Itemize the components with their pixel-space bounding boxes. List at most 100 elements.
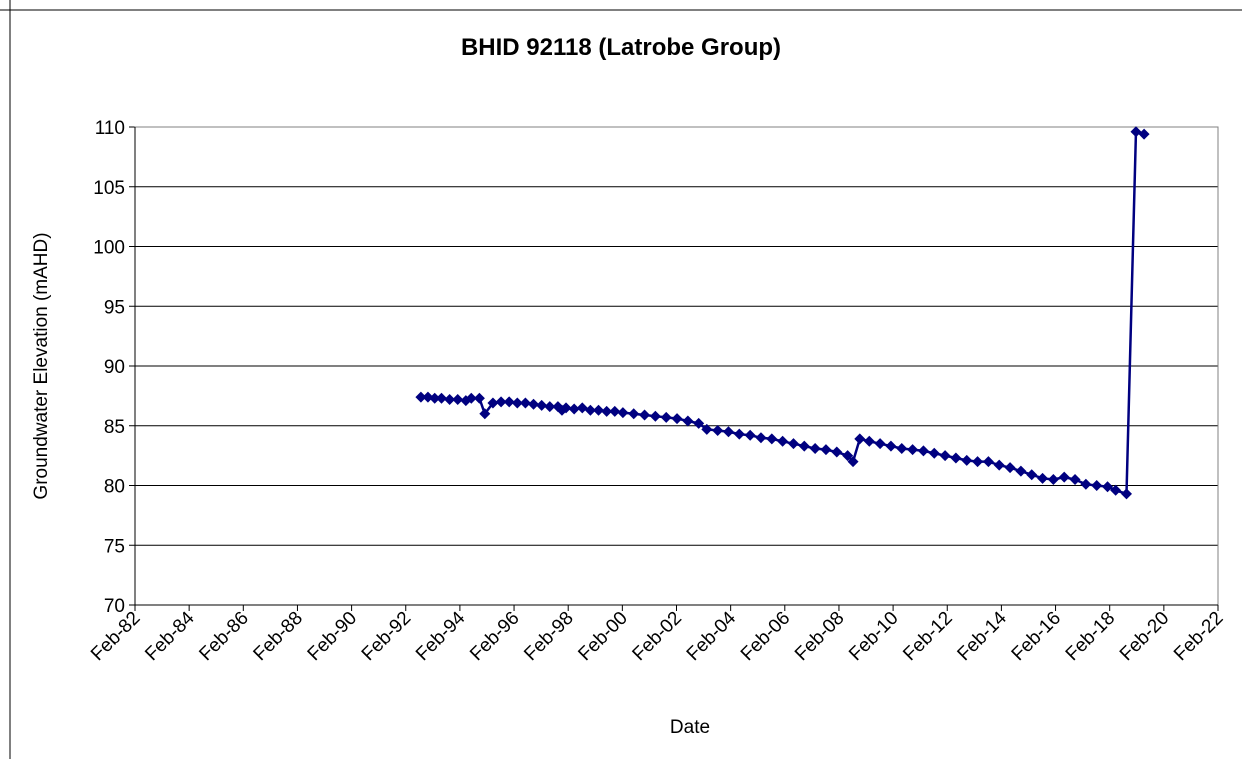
- data-point: [950, 452, 962, 464]
- data-point: [1102, 481, 1114, 493]
- data-point: [972, 456, 984, 468]
- x-tick-label: Feb-90: [304, 608, 361, 665]
- data-point: [885, 440, 897, 452]
- data-point: [993, 459, 1005, 471]
- y-tick-label: 105: [93, 178, 125, 199]
- data-point: [917, 445, 929, 457]
- x-tick-label: Feb-16: [1008, 608, 1065, 665]
- y-tick-label: 90: [104, 357, 125, 378]
- data-point: [766, 433, 778, 445]
- data-point: [1015, 465, 1027, 477]
- y-tick-label: 70: [104, 596, 125, 617]
- x-tick-label: Feb-92: [358, 608, 415, 665]
- data-point: [1110, 484, 1122, 496]
- data-point: [1120, 488, 1132, 500]
- x-tick-label: Feb-96: [466, 608, 523, 665]
- x-tick-label: Feb-04: [683, 607, 741, 665]
- y-tick-label: 75: [104, 536, 125, 557]
- data-point: [787, 438, 799, 450]
- y-tick-label: 85: [104, 417, 125, 438]
- data-point: [693, 417, 705, 429]
- data-point: [487, 397, 499, 409]
- x-tick-label: Feb-14: [954, 607, 1012, 665]
- data-point: [1047, 474, 1059, 486]
- data-point: [511, 397, 523, 409]
- data-point: [1069, 474, 1081, 486]
- x-tick-label: Feb-84: [141, 607, 199, 665]
- data-point: [576, 402, 588, 414]
- data-point: [961, 454, 973, 466]
- data-point: [831, 446, 843, 458]
- data-point: [452, 393, 464, 405]
- data-point: [896, 442, 908, 454]
- data-point: [617, 407, 629, 419]
- data-point: [733, 428, 745, 440]
- y-tick-label: 95: [104, 297, 125, 318]
- x-tick-label: Feb-12: [899, 608, 956, 665]
- data-point: [842, 450, 854, 462]
- data-point: [422, 391, 434, 403]
- data-point: [847, 456, 859, 468]
- data-point: [435, 392, 447, 404]
- data-point: [503, 396, 515, 408]
- data-point: [584, 404, 596, 416]
- data-point: [1091, 480, 1103, 491]
- x-tick-label: Feb-00: [574, 608, 631, 665]
- x-tick-label: Feb-08: [791, 608, 848, 665]
- data-point: [874, 438, 886, 450]
- data-point: [649, 410, 661, 422]
- data-point: [722, 426, 734, 438]
- data-point: [444, 393, 456, 405]
- x-tick-label: Feb-94: [412, 607, 470, 665]
- y-tick-label: 100: [93, 238, 125, 259]
- data-point: [777, 435, 789, 447]
- y-tick-label: 80: [104, 477, 125, 498]
- data-point: [415, 391, 427, 403]
- data-point: [628, 408, 640, 420]
- data-point: [863, 435, 875, 447]
- data-point: [1138, 128, 1150, 140]
- data-point: [495, 396, 507, 408]
- data-point: [744, 429, 756, 441]
- x-tick-label: Feb-88: [250, 608, 307, 665]
- data-point: [682, 415, 694, 427]
- data-point: [854, 433, 866, 445]
- x-tick-label: Feb-86: [195, 608, 252, 665]
- data-point: [429, 392, 441, 404]
- data-point: [1080, 478, 1092, 490]
- data-point: [601, 405, 613, 417]
- x-tick-label: Feb-06: [737, 608, 794, 665]
- data-point: [519, 397, 531, 409]
- x-tick-label: Feb-22: [1170, 608, 1227, 665]
- data-point: [755, 432, 767, 444]
- data-point: [544, 401, 556, 413]
- data-point: [560, 402, 572, 414]
- x-tick-label: Feb-98: [520, 608, 577, 665]
- data-point: [1026, 469, 1038, 481]
- data-point: [536, 399, 548, 411]
- data-point: [660, 411, 672, 423]
- data-point: [473, 392, 485, 404]
- data-point: [982, 456, 994, 468]
- x-tick-label: Feb-20: [1116, 608, 1173, 665]
- y-tick-label: 110: [95, 118, 125, 139]
- data-point: [465, 392, 477, 404]
- x-axis-label: Date: [670, 717, 710, 738]
- data-point: [1037, 472, 1049, 484]
- data-point: [701, 423, 713, 435]
- chart-title: BHID 92118 (Latrobe Group): [461, 34, 781, 61]
- data-point: [798, 440, 810, 452]
- data-point: [528, 398, 540, 410]
- data-point: [593, 404, 605, 416]
- x-tick-label: Feb-02: [629, 608, 686, 665]
- data-point: [568, 403, 580, 415]
- data-point: [1004, 462, 1016, 474]
- data-point: [1058, 471, 1070, 483]
- x-tick-label: Feb-18: [1062, 608, 1119, 665]
- data-point: [609, 405, 621, 417]
- data-point: [820, 444, 832, 456]
- data-point: [639, 409, 651, 421]
- data-point: [939, 450, 951, 462]
